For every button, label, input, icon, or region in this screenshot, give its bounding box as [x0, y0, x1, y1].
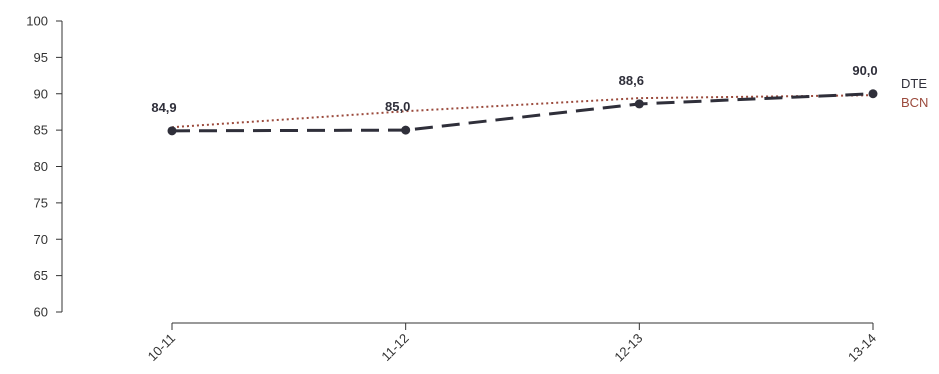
- y-axis: 60 65 70 75 80 85 90 95 100: [26, 14, 63, 320]
- data-label: 88,6: [619, 73, 644, 88]
- y-tick-label: 75: [34, 195, 48, 210]
- y-tick-label: 60: [34, 305, 48, 320]
- series-line-bcn: [171, 94, 874, 129]
- y-tick-label: 95: [34, 50, 48, 65]
- y-tick-label: 85: [34, 123, 48, 138]
- legend: DTE BCN: [901, 76, 928, 110]
- data-point-dte: [634, 99, 644, 109]
- x-tick-label: 11-12: [378, 331, 411, 364]
- y-tick-label: 70: [34, 232, 48, 247]
- y-tick-label: 100: [26, 14, 48, 29]
- series-layer: [167, 89, 878, 136]
- legend-label-bcn: BCN: [901, 95, 928, 110]
- x-axis: 10-11 11-12 12-13 13-14: [145, 322, 879, 365]
- legend-label-dte: DTE: [901, 76, 927, 91]
- data-label: 84,9: [151, 100, 176, 115]
- series-line-dte: [171, 92, 874, 133]
- y-tick-label: 65: [34, 268, 48, 283]
- data-point-dte: [167, 126, 177, 136]
- data-label: 90,0: [852, 63, 877, 78]
- data-point-dte: [401, 125, 411, 135]
- y-tick-label: 80: [34, 159, 48, 174]
- x-tick-label: 10-11: [145, 331, 178, 364]
- x-tick-label: 13-14: [845, 331, 879, 365]
- data-label: 85,0: [385, 99, 410, 114]
- data-point-dte: [868, 89, 878, 99]
- data-labels: 84,9 85,0 88,6 90,0: [151, 63, 877, 115]
- y-tick-label: 90: [34, 86, 48, 101]
- x-tick-label: 12-13: [611, 331, 645, 365]
